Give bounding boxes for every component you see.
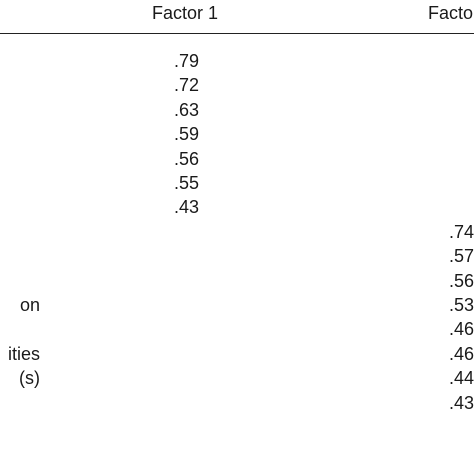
factor-2-loading: .46 (449, 319, 474, 340)
factor-2-loading: .44 (449, 368, 474, 389)
table-row: (s) .44 (0, 366, 474, 390)
column-header-factor-1: Factor 1 (152, 3, 219, 23)
table-row: .43 (0, 195, 474, 219)
factor-1-loading: .43 (174, 197, 200, 218)
factor-2-loading: .53 (449, 295, 474, 315)
factor-2-loading: .56 (449, 270, 474, 291)
factor-2-loading: .57 (449, 246, 474, 267)
factor-2-loading: .43 (449, 392, 474, 413)
table-row: .46 (0, 317, 474, 341)
factor-1-loading: .59 (174, 124, 200, 145)
factor-1-loading: .55 (174, 173, 200, 193)
factor-1-loading: .79 (174, 51, 200, 71)
row-label: ities (7, 343, 40, 364)
factor-2-loading: .74 (449, 221, 474, 242)
row-label: on (19, 295, 40, 315)
table-row: .72 (0, 73, 474, 97)
row-label: (s) (19, 368, 40, 389)
header-rule (0, 33, 474, 34)
factor-1-loading: .56 (174, 148, 200, 169)
table-row: .74 (0, 220, 474, 244)
table-row: .56 (0, 147, 474, 171)
table-row: .79 (0, 49, 474, 73)
table-row: ities .46 (0, 342, 474, 366)
factor-1-loading: .72 (174, 75, 200, 96)
table-row: .59 (0, 122, 474, 146)
table-row: .56 (0, 269, 474, 293)
factor-1-loading: .63 (174, 99, 200, 120)
table-row: .43 (0, 391, 474, 415)
factor-2-loading: .46 (449, 343, 474, 364)
table-row: .63 (0, 98, 474, 122)
column-header-factor-2: Facto (428, 3, 474, 23)
table-row: .55 (0, 171, 474, 195)
table-row: .57 (0, 244, 474, 268)
table-row: on .53 (0, 293, 474, 317)
